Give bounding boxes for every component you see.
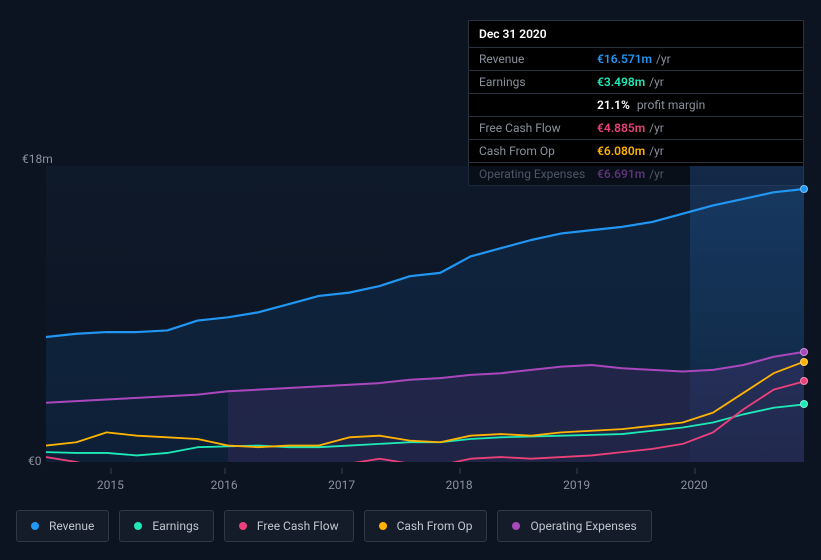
tooltip-date: Dec 31 2020	[469, 21, 803, 48]
series-endpoint-dot	[800, 185, 808, 193]
legend-swatch	[31, 522, 39, 530]
tooltip-row: Free Cash Flow€4.885m/yr	[469, 117, 803, 140]
tooltip-sub-value: 21.1%	[597, 98, 630, 112]
tooltip-metric-label: Free Cash Flow	[479, 121, 597, 135]
tooltip-metric-value: €16.571m	[597, 52, 652, 66]
legend-swatch	[134, 522, 142, 530]
x-tick: 2020	[681, 478, 708, 492]
legend-item[interactable]: Earnings	[119, 510, 214, 542]
legend-swatch	[379, 522, 387, 530]
tooltip-metric-suffix: /yr	[649, 75, 664, 89]
legend-label: Cash From Op	[397, 519, 473, 533]
legend-swatch	[239, 522, 247, 530]
x-tick: 2017	[328, 478, 355, 492]
x-axis: 2015 2016 2017 2018 2019 2020	[46, 478, 804, 496]
y-axis-max: €18m	[22, 152, 53, 166]
x-tick-label: 2015	[97, 478, 124, 492]
plot-region[interactable]	[46, 166, 804, 462]
legend-item[interactable]: Operating Expenses	[497, 510, 651, 542]
series-endpoint-dot	[800, 348, 808, 356]
series-endpoint-dot	[800, 358, 808, 366]
legend-label: Earnings	[152, 519, 199, 533]
y-axis-min: €0	[28, 454, 42, 468]
x-tick-label: 2017	[328, 478, 355, 492]
tooltip-row: Revenue€16.571m/yr	[469, 48, 803, 71]
x-tick: 2019	[563, 478, 590, 492]
tooltip-row: Earnings€3.498m/yr	[469, 71, 803, 94]
series-endpoint-dot	[800, 400, 808, 408]
x-tick: 2018	[446, 478, 473, 492]
tooltip-metric-suffix: /yr	[649, 121, 664, 135]
x-tick-label: 2018	[446, 478, 473, 492]
tooltip-metric-label: Revenue	[479, 52, 597, 66]
chart-svg	[46, 166, 804, 462]
legend-item[interactable]: Free Cash Flow	[224, 510, 354, 542]
x-tick: 2015	[97, 478, 124, 492]
x-tick-label: 2016	[211, 478, 238, 492]
tooltip-metric-value: €3.498m	[597, 75, 645, 89]
legend-swatch	[512, 522, 520, 530]
legend-item[interactable]: Cash From Op	[364, 510, 488, 542]
legend-label: Free Cash Flow	[257, 519, 339, 533]
x-tick-label: 2020	[681, 478, 708, 492]
legend-label: Revenue	[49, 519, 94, 533]
series-endpoint-dot	[800, 377, 808, 385]
legend: Revenue Earnings Free Cash Flow Cash From O…	[16, 510, 652, 542]
tooltip-metric-value: €4.885m	[597, 121, 645, 135]
tooltip-metric-label: Earnings	[479, 75, 597, 89]
x-tick-label: 2019	[563, 478, 590, 492]
tooltip-sub-suffix: profit margin	[634, 98, 705, 112]
tooltip-subrow: 21.1% profit margin	[469, 94, 803, 117]
legend-item[interactable]: Revenue	[16, 510, 109, 542]
chart-area: €18m €0	[16, 154, 806, 474]
legend-label: Operating Expenses	[530, 519, 636, 533]
x-tick: 2016	[211, 478, 238, 492]
tooltip-metric-suffix: /yr	[656, 52, 671, 66]
